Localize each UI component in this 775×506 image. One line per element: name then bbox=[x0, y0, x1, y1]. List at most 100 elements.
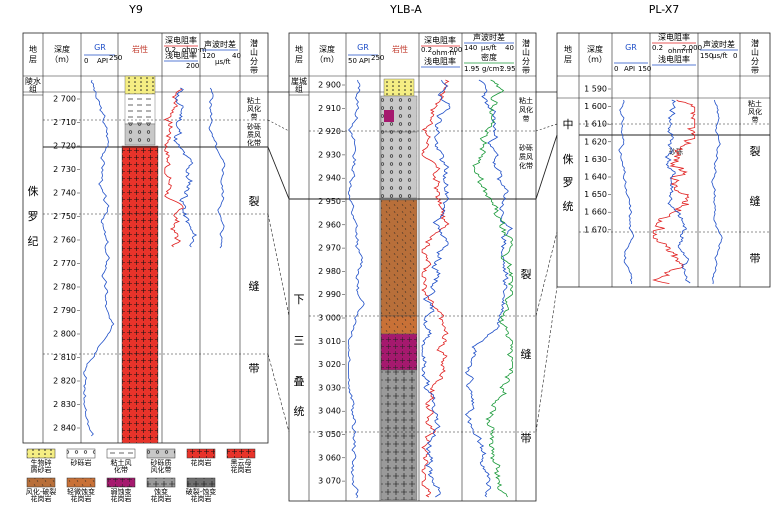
lith-altered-granite bbox=[380, 369, 418, 501]
stratum-lower-triassic: 下三叠统 bbox=[294, 293, 305, 418]
lith-clay-zone bbox=[124, 93, 156, 125]
depth-tick-label: 2 820 bbox=[53, 377, 76, 386]
ac-curve bbox=[711, 99, 723, 285]
depth-tick-label: 2 750 bbox=[53, 212, 76, 221]
log-frame bbox=[288, 32, 537, 502]
lith-slightly-altered-granite bbox=[380, 315, 418, 335]
depth-tick-label: 2 900 bbox=[318, 81, 341, 90]
legend-label: 花岗岩 bbox=[231, 465, 252, 474]
svg-text:（m）: （m） bbox=[50, 55, 74, 64]
legend-label: 风化-破裂 bbox=[26, 487, 57, 496]
depth-tick-label: 2 760 bbox=[53, 236, 76, 245]
svg-text:50: 50 bbox=[348, 57, 357, 65]
depth-tick-label: 2 740 bbox=[53, 189, 76, 198]
depth-tick-label: 1 650 bbox=[584, 190, 607, 199]
legend-label: 花岗岩 bbox=[151, 494, 172, 503]
svg-text:0.2: 0.2 bbox=[165, 46, 176, 54]
header-res-shallow: 浅电阻率 bbox=[658, 54, 690, 64]
stratum-jurassic: 侏罗纪 bbox=[28, 185, 39, 248]
svg-text:g/cm³: g/cm³ bbox=[482, 65, 502, 73]
depth-scale: 2 900 2 910 2 920 2 930 2 940 2 950 2 960 2 970… bbox=[318, 81, 345, 486]
header-res-deep: 深电阻率 bbox=[658, 32, 690, 42]
depth-tick-label: 3 040 bbox=[318, 407, 341, 416]
log-frame bbox=[556, 32, 771, 288]
header-res-shallow: 浅电阻率 bbox=[165, 50, 197, 60]
zone-fracture: 裂缝带 bbox=[521, 268, 532, 445]
lith-weathered-granite bbox=[380, 199, 418, 317]
lith-sandstone bbox=[383, 78, 415, 97]
svg-text:250: 250 bbox=[109, 54, 122, 62]
legend-label: 生物碎 bbox=[31, 458, 52, 467]
svg-text:0: 0 bbox=[614, 65, 618, 73]
depth-tick-label: 2 710 bbox=[53, 118, 76, 127]
well-y9: Y9 地层 深度 （m） GR 0 API 250 岩性 深电阻率 浅电阻率 0… bbox=[22, 3, 269, 444]
depth-tick-label: 1 670 bbox=[584, 225, 607, 234]
gr-curve bbox=[618, 99, 635, 285]
header-depth: 深度 bbox=[54, 44, 70, 54]
header-gr: GR bbox=[357, 43, 369, 52]
depth-tick-label: 2 920 bbox=[318, 127, 341, 136]
svg-text:ohm·m: ohm·m bbox=[182, 46, 207, 54]
depth-tick-label: 2 990 bbox=[318, 290, 341, 299]
legend-swatch bbox=[106, 477, 136, 488]
depth-tick-label: 3 020 bbox=[318, 360, 341, 369]
legend-swatch bbox=[186, 477, 216, 488]
header-zone: 潜山分带 bbox=[522, 38, 530, 75]
depth-tick-label: 2 960 bbox=[318, 220, 341, 229]
svg-text:200: 200 bbox=[449, 46, 462, 54]
den-curve bbox=[472, 79, 514, 498]
svg-text:0.2: 0.2 bbox=[421, 46, 432, 54]
svg-text:40: 40 bbox=[505, 44, 514, 52]
depth-tick-label: 2 700 bbox=[53, 95, 76, 104]
depth-tick-label: 2 830 bbox=[53, 400, 76, 409]
gr-curve bbox=[348, 79, 365, 499]
legend-label: 破裂-蚀变 bbox=[186, 487, 217, 496]
zone-clay: 粘土风化带 bbox=[748, 99, 762, 124]
lith-sandstone bbox=[124, 75, 156, 95]
svg-text:（m）: （m） bbox=[583, 55, 607, 64]
depth-tick-label: 2 970 bbox=[318, 244, 341, 253]
stratum-middle-jurassic: 中侏罗统 bbox=[563, 118, 574, 213]
header-depth: 深度 bbox=[319, 44, 335, 54]
well-name: Y9 bbox=[128, 3, 143, 16]
lith-granite bbox=[121, 145, 159, 444]
correlation-lines bbox=[267, 91, 558, 433]
svg-text:μs/ft: μs/ft bbox=[481, 44, 497, 52]
legend-label: 屑砂岩 bbox=[31, 465, 52, 474]
depth-tick-label: 2 790 bbox=[53, 306, 76, 315]
legend-label: 化带 bbox=[114, 465, 128, 474]
svg-text:0: 0 bbox=[733, 52, 737, 60]
depth-tick-label: 2 720 bbox=[53, 142, 76, 151]
res-deep-curve bbox=[421, 79, 450, 498]
res-deep-curve bbox=[652, 99, 696, 284]
depth-tick-label: 2 980 bbox=[318, 267, 341, 276]
legend-label: 砂砾质 bbox=[151, 458, 172, 467]
svg-text:140: 140 bbox=[464, 44, 477, 52]
lith-weakly-altered-granite bbox=[380, 333, 418, 371]
res-shallow-curve bbox=[173, 87, 198, 248]
legend-swatch bbox=[66, 448, 96, 459]
stratum-lingshui: 陵水组 bbox=[25, 76, 41, 94]
depth-tick-label: 1 600 bbox=[584, 102, 607, 111]
header-den: 密度 bbox=[481, 52, 497, 62]
lith-altered-patch bbox=[384, 110, 394, 122]
depth-tick-label: 3 000 bbox=[318, 314, 341, 323]
zone-fracture: 裂缝带 bbox=[249, 195, 260, 375]
svg-text:0.2: 0.2 bbox=[652, 44, 663, 52]
legend-swatch bbox=[186, 448, 216, 459]
lith-gravel-upper bbox=[380, 95, 418, 133]
res-shallow-curve bbox=[664, 99, 691, 284]
svg-text:2.95: 2.95 bbox=[500, 65, 516, 73]
legend-label: 花岗岩 bbox=[111, 494, 132, 503]
depth-tick-label: 2 770 bbox=[53, 259, 76, 268]
svg-text:1.95: 1.95 bbox=[464, 65, 480, 73]
zone-clay: 粘土风化带 bbox=[247, 96, 261, 121]
header-gr: GR bbox=[94, 43, 106, 52]
legend-label: 弱蚀变 bbox=[111, 487, 132, 496]
header-gr: GR bbox=[625, 43, 637, 52]
gr-curve bbox=[83, 79, 115, 437]
zone-fracture: 裂缝带 bbox=[750, 145, 761, 265]
depth-tick-label: 1 630 bbox=[584, 155, 607, 164]
